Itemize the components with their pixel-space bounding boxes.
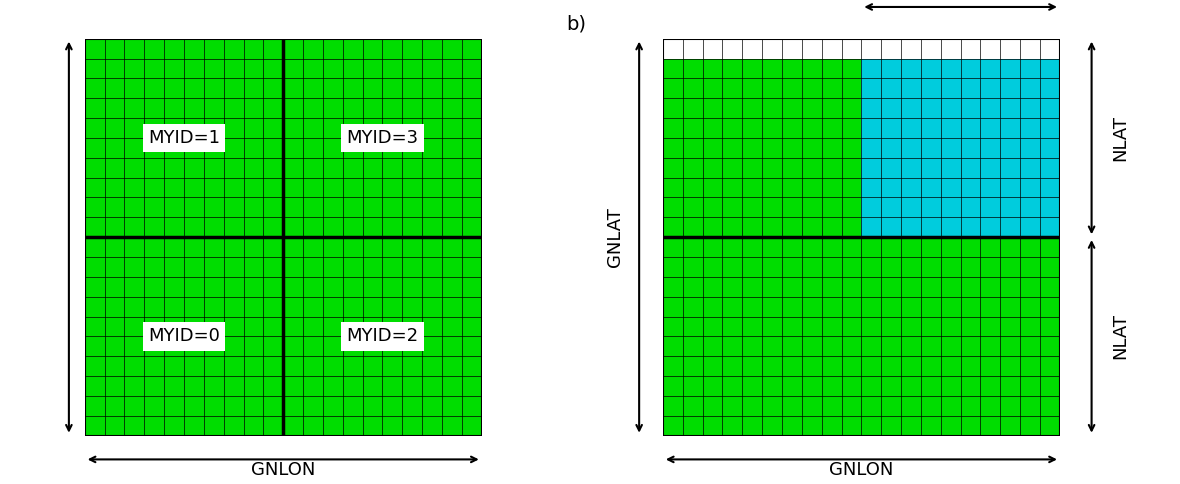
Text: MYID=1: MYID=1 xyxy=(148,129,219,147)
Text: MYID=0: MYID=0 xyxy=(148,327,219,346)
Text: MYID=2: MYID=2 xyxy=(347,327,419,346)
Text: GNLAT: GNLAT xyxy=(607,207,624,267)
Text: NLAT: NLAT xyxy=(1112,115,1129,161)
Text: MYID=3: MYID=3 xyxy=(347,129,419,147)
Bar xyxy=(663,39,1060,59)
Text: NLAT: NLAT xyxy=(1112,313,1129,360)
Bar xyxy=(861,39,1060,237)
Text: GNLON: GNLON xyxy=(830,461,893,479)
Text: GNLON: GNLON xyxy=(251,461,315,479)
Text: b): b) xyxy=(566,15,586,33)
